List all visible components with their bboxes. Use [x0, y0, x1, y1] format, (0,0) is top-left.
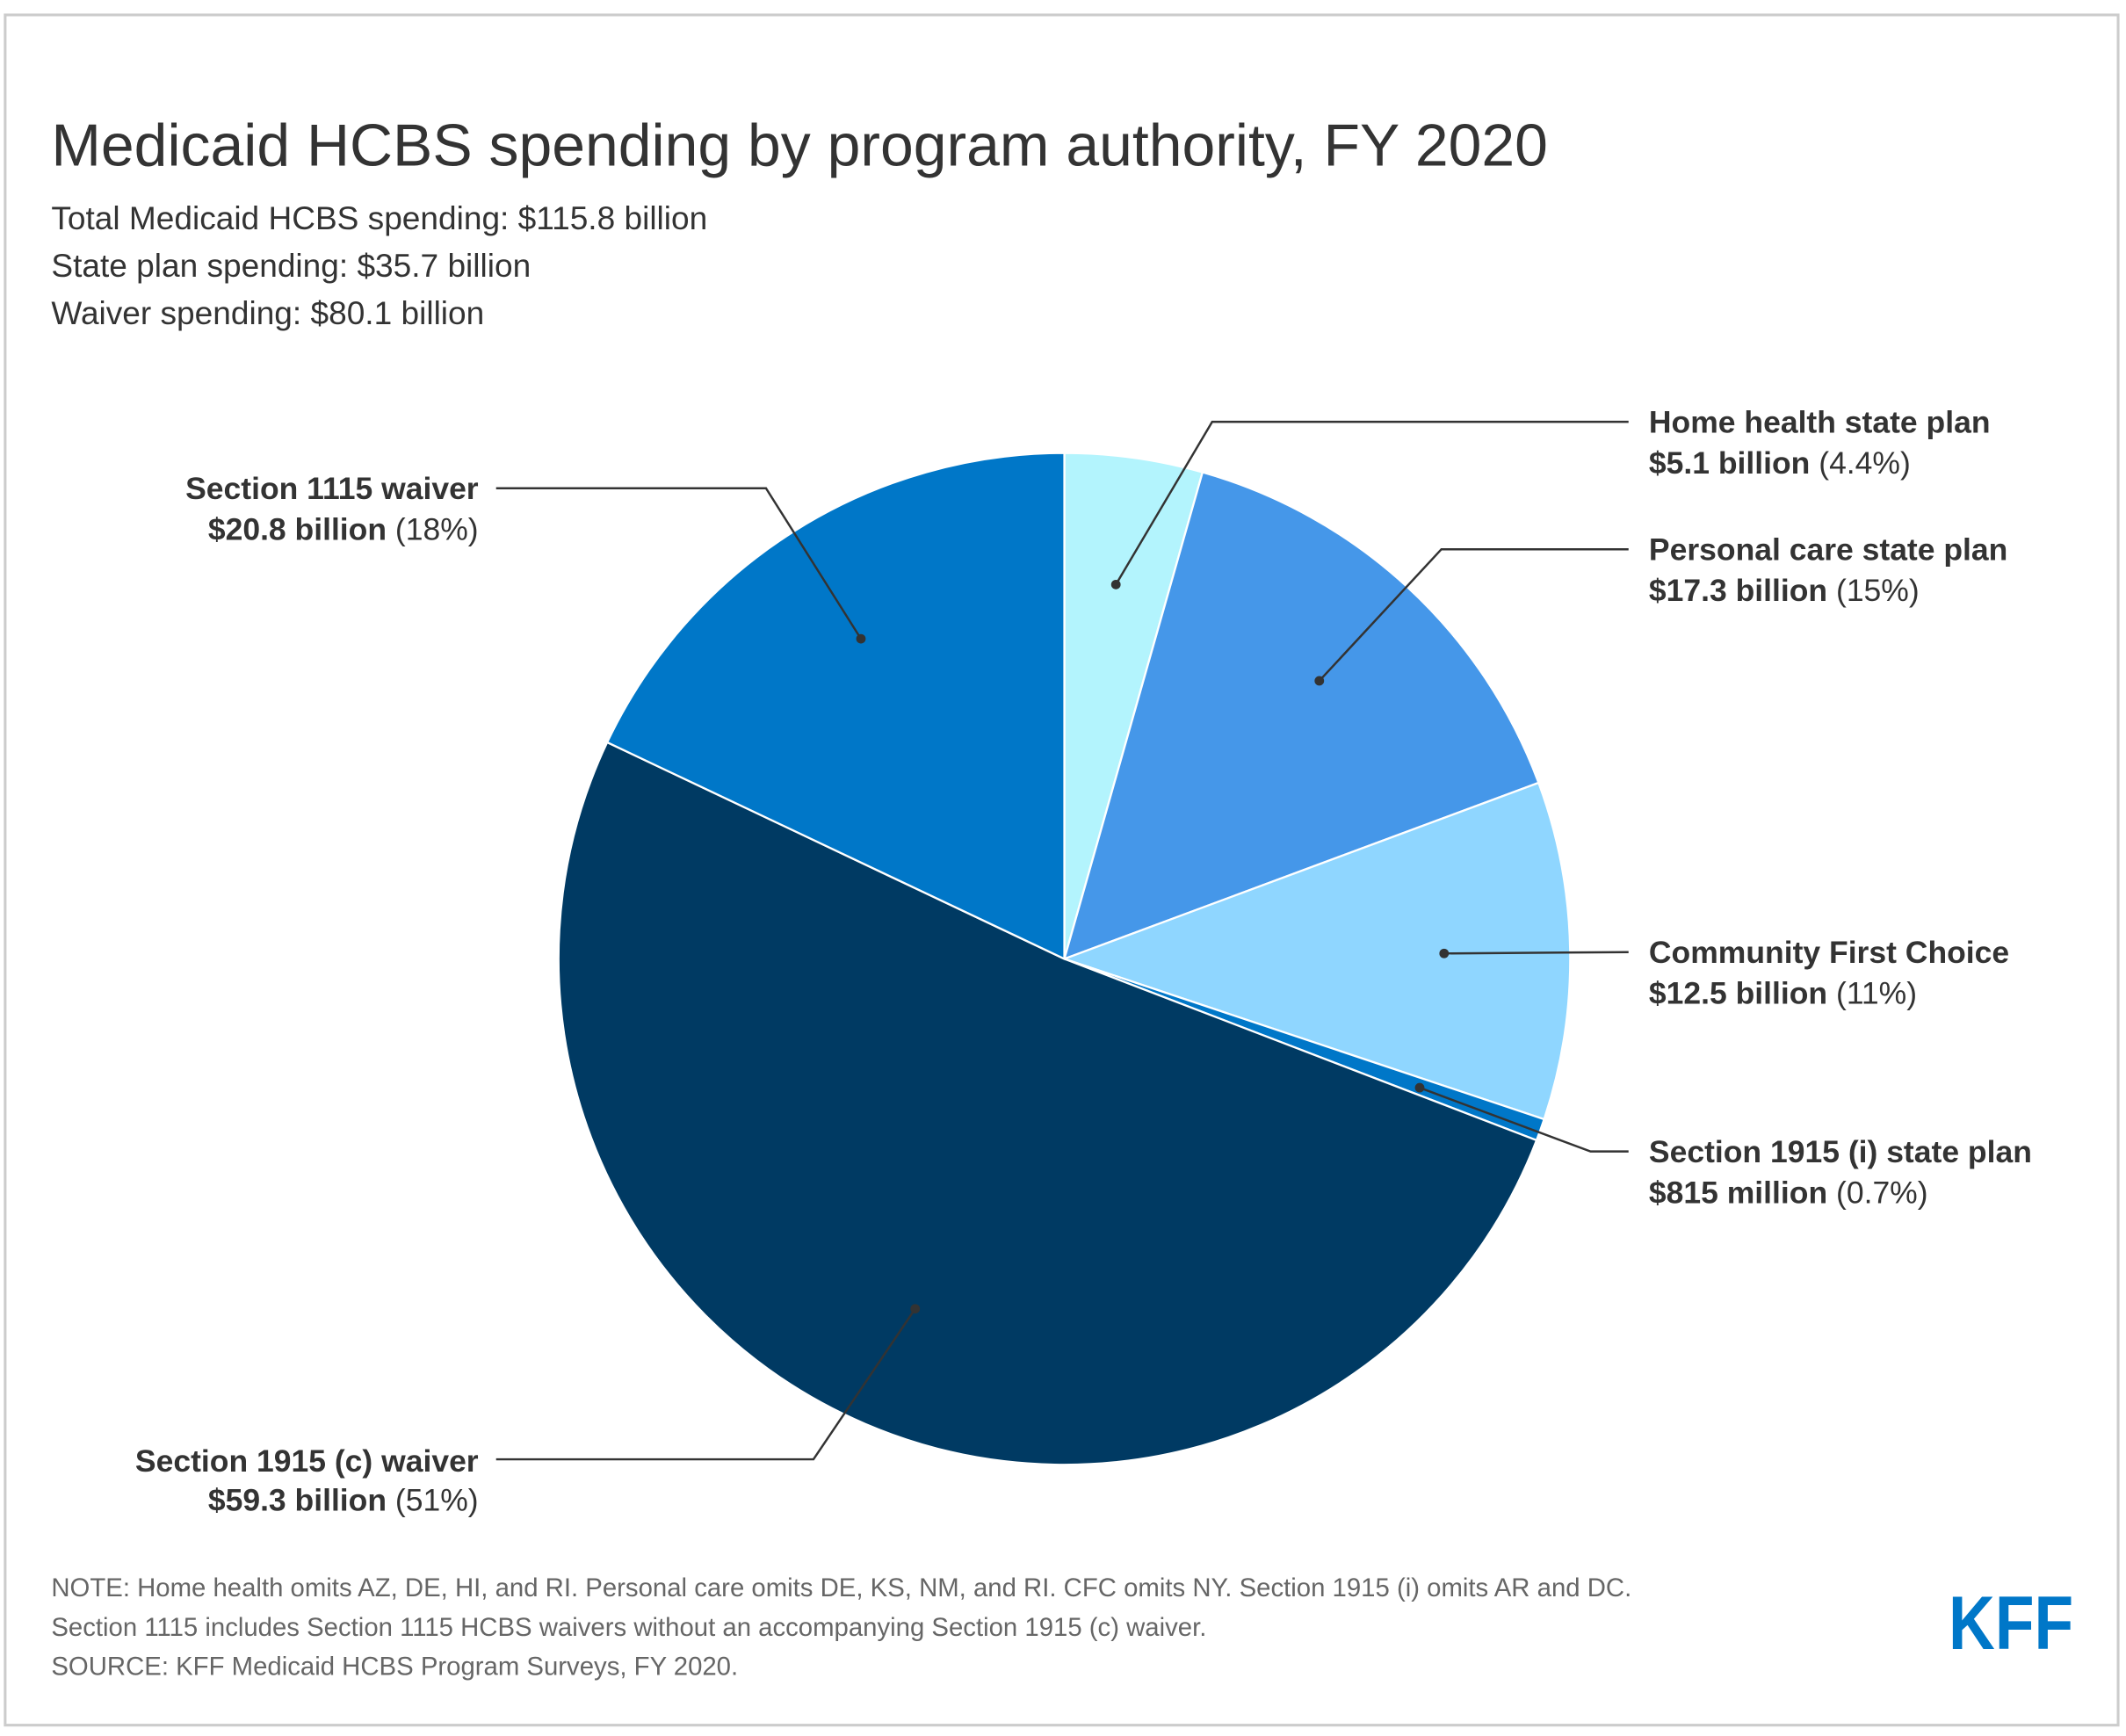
- pct: (18%): [395, 511, 479, 546]
- dot-1915c: [910, 1304, 921, 1314]
- dot-cfc: [1439, 948, 1450, 958]
- label-1915c-name: Section 1915 (c) waiver: [135, 1443, 479, 1479]
- leader-personal-care: [1318, 547, 1629, 682]
- subtitle-state-plan: State plan spending: $35.7 billion: [51, 247, 531, 284]
- leader-cfc: [1443, 951, 1629, 955]
- label-1915i-value: $815 million (0.7%): [1649, 1175, 1928, 1210]
- label-1915c-value: $59.3 billion (51%): [208, 1483, 479, 1518]
- label-cfc-value: $12.5 billion (11%): [1649, 975, 1917, 1010]
- note-line-2: Section 1115 includes Section 1115 HCBS …: [51, 1613, 1206, 1642]
- label-cfc-name: Community First Choice: [1649, 935, 2009, 970]
- pct: (4.4%): [1819, 445, 1911, 481]
- pct: (0.7%): [1836, 1175, 1928, 1210]
- kff-logo: KFF: [1949, 1581, 2073, 1666]
- leader-1915c: [495, 1308, 916, 1461]
- leader-home-health: [1115, 420, 1629, 585]
- label-1115-name: Section 1115 waiver: [185, 471, 479, 506]
- value: $5.1 billion: [1649, 445, 1810, 481]
- leader-1115: [495, 487, 863, 640]
- label-personal-care-name: Personal care state plan: [1649, 532, 2007, 568]
- subtitle-waiver: Waiver spending: $80.1 billion: [51, 294, 484, 331]
- source-line: SOURCE: KFF Medicaid HCBS Program Survey…: [51, 1653, 738, 1682]
- value: $59.3 billion: [208, 1483, 387, 1518]
- dot-1115: [856, 633, 866, 644]
- dot-1915i: [1414, 1082, 1425, 1093]
- pct: (11%): [1836, 975, 1917, 1010]
- value: $12.5 billion: [1649, 975, 1827, 1010]
- leader-lines: [495, 420, 1629, 1461]
- subtitle-total: Total Medicaid HCBS spending: $115.8 bil…: [51, 199, 707, 236]
- label-personal-care-value: $17.3 billion (15%): [1649, 573, 1920, 608]
- dot-home-health: [1110, 579, 1121, 590]
- label-home-health-value: $5.1 billion (4.4%): [1649, 445, 1911, 481]
- leader-1915i: [1419, 1086, 1629, 1153]
- value: $815 million: [1649, 1175, 1827, 1210]
- note-line-1: NOTE: Home health omits AZ, DE, HI, and …: [51, 1573, 1631, 1602]
- pct: (51%): [395, 1483, 479, 1518]
- label-home-health-name: Home health state plan: [1649, 404, 1991, 439]
- label-1915i-name: Section 1915 (i) state plan: [1649, 1134, 2032, 1169]
- chart-title: Medicaid HCBS spending by program author…: [51, 112, 1548, 178]
- value: $17.3 billion: [1649, 573, 1827, 608]
- label-1115-value: $20.8 billion (18%): [208, 511, 479, 546]
- pie-slice-section-1915-c-waiver: [557, 741, 1538, 1466]
- pie: [557, 452, 1572, 1466]
- value: $20.8 billion: [208, 511, 387, 546]
- pie-slice-personal-care-state-plan: [1062, 471, 1540, 961]
- pie-slice-community-first-choice: [1061, 781, 1572, 1121]
- pct: (15%): [1836, 573, 1920, 608]
- dot-personal-care: [1314, 676, 1325, 686]
